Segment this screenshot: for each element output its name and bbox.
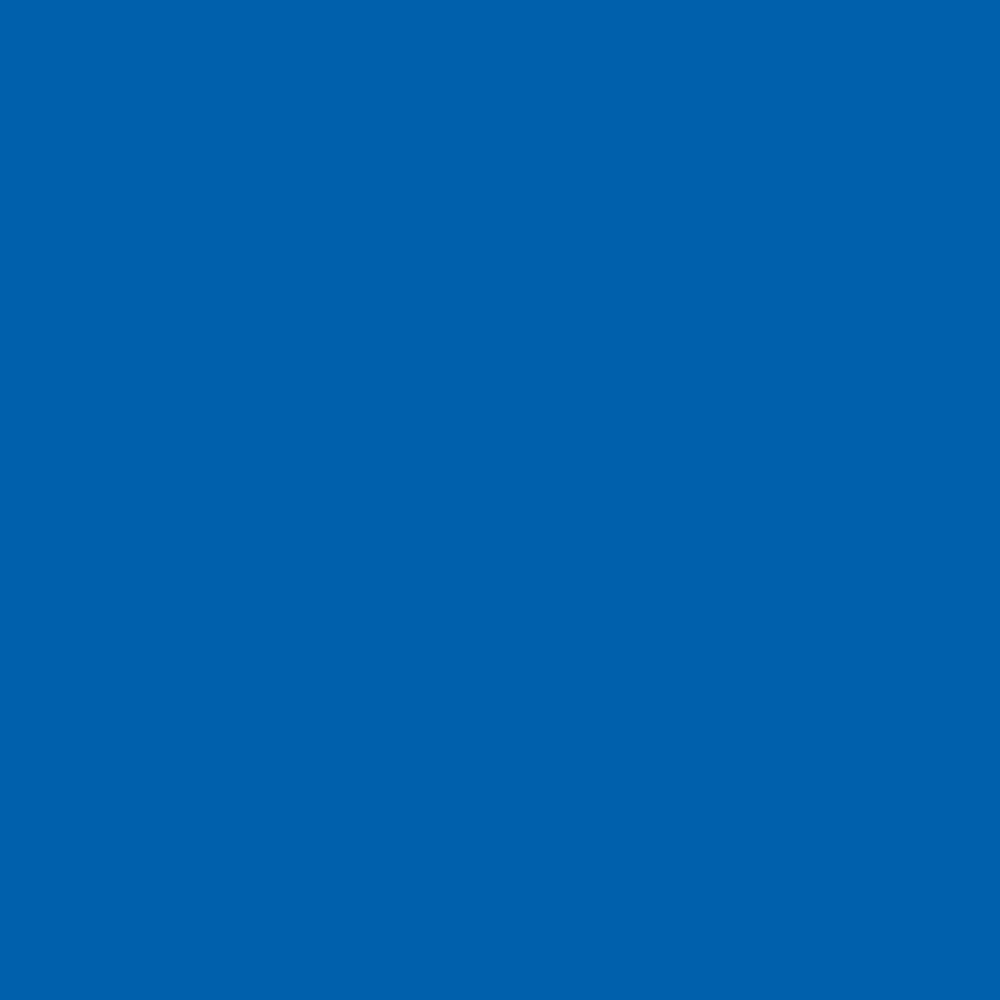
solid-background xyxy=(0,0,1000,1000)
